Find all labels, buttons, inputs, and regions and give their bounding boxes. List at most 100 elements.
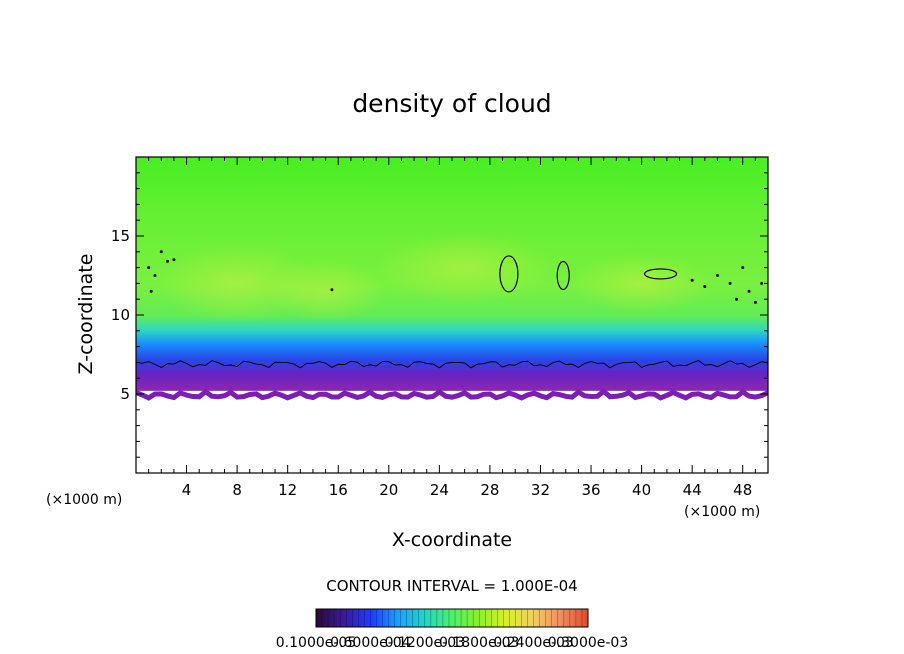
- colorbar-swatch: [346, 609, 350, 627]
- plot-area: [136, 157, 768, 473]
- colorbar-swatch: [500, 609, 504, 627]
- colorbar-swatch: [403, 609, 407, 627]
- colorbar-swatch: [334, 609, 338, 627]
- x-tick-label: 36: [581, 481, 600, 499]
- x-tick-label: 24: [430, 481, 449, 499]
- y-axis-title: Z-coordinate: [75, 254, 97, 375]
- y-tick-label: 5: [120, 385, 130, 403]
- x-unit-label: (×1000 m): [684, 504, 760, 520]
- colorbar-swatch: [530, 609, 534, 627]
- colorbar-swatch: [491, 609, 495, 627]
- contour-dot: [159, 250, 163, 254]
- colorbar-swatch: [524, 609, 528, 627]
- x-tick-label: 28: [480, 481, 499, 499]
- colorbar-swatch: [518, 609, 522, 627]
- x-tick-label: 12: [278, 481, 297, 499]
- colorbar-swatch: [494, 609, 498, 627]
- colorbar-swatch: [439, 609, 444, 627]
- colorbar-swatch: [352, 609, 356, 627]
- colorbar-swatch: [521, 609, 525, 627]
- colorbar-swatch: [560, 609, 565, 627]
- colorbar-swatch: [355, 609, 359, 627]
- colorbar-swatch: [497, 609, 501, 627]
- colorbar-swatch: [536, 609, 540, 627]
- colorbar-swatch: [418, 609, 423, 627]
- y-ticks: 5 10 15: [111, 172, 768, 458]
- colorbar-swatch: [415, 609, 420, 627]
- colorbar-swatch: [539, 609, 543, 627]
- x-axis-title: X-coordinate: [392, 529, 512, 551]
- colorbar-swatch: [364, 609, 368, 627]
- contour-dot: [703, 285, 707, 289]
- cloud-base-edge: [136, 388, 768, 401]
- colorbar-swatch: [370, 609, 374, 627]
- colorbar-swatch: [331, 609, 335, 627]
- contour-dot: [330, 288, 334, 292]
- colorbar-swatch: [322, 609, 326, 627]
- contour-dot: [747, 289, 751, 293]
- colorbar-swatch: [470, 609, 474, 627]
- cloud-highlights: [136, 232, 768, 401]
- colorbar-swatch: [367, 609, 371, 627]
- contour-dot: [728, 281, 732, 285]
- colorbar-swatch: [512, 609, 516, 627]
- colorbar-swatch: [316, 609, 320, 627]
- colorbar-swatch: [445, 609, 450, 627]
- colorbar-swatch: [572, 609, 577, 627]
- colorbar-swatch: [376, 609, 380, 627]
- colorbar-swatch: [379, 609, 383, 627]
- colorbar-swatch: [406, 609, 410, 627]
- colorbar-swatch: [455, 609, 459, 627]
- cloud-glow: [374, 232, 555, 303]
- colorbar-label: 0.3000e-03: [548, 635, 628, 651]
- x-tick-label: 8: [232, 481, 242, 499]
- colorbar-label: 0.2400e-03: [493, 635, 573, 651]
- colorbar-swatch: [476, 609, 480, 627]
- colorbar-swatch: [433, 609, 438, 627]
- colorbar-swatch: [385, 609, 389, 627]
- colorbar-swatch: [325, 609, 329, 627]
- contour-interval-label: CONTOUR INTERVAL = 1.000E-04: [326, 577, 577, 595]
- colorbar-swatch: [569, 609, 574, 627]
- x-tick-label: 32: [531, 481, 550, 499]
- colorbar-swatch: [473, 609, 477, 627]
- x-tick-label: 48: [733, 481, 752, 499]
- colorbar-swatch: [506, 609, 510, 627]
- colorbar-swatch: [566, 609, 571, 627]
- colorbar-swatch: [488, 609, 492, 627]
- colorbar-swatch: [548, 609, 553, 627]
- colorbar-swatch: [458, 609, 462, 627]
- contour-dot: [166, 259, 170, 263]
- y-unit-label: (×1000 m): [46, 492, 122, 508]
- contour-blob: [556, 260, 570, 291]
- x-tick-label: 40: [632, 481, 651, 499]
- colorbar-swatch: [328, 609, 332, 627]
- y-tick-label: 10: [111, 306, 130, 324]
- colorbar-swatch: [349, 609, 353, 627]
- colorbar-swatch: [358, 609, 362, 627]
- contour-dot: [753, 300, 757, 304]
- colorbar-swatch: [391, 609, 395, 627]
- colorbar-swatch: [361, 609, 365, 627]
- colorbar-swatch: [464, 609, 468, 627]
- contour-blob: [499, 255, 519, 293]
- colorbar-swatch: [436, 609, 441, 627]
- colorbar-swatch: [430, 609, 435, 627]
- colorbar-swatch: [394, 609, 398, 627]
- colorbar-label: 0.1200e-03: [385, 635, 465, 651]
- colorbar-swatch: [584, 609, 589, 627]
- colorbar-swatch: [427, 609, 432, 627]
- cloud-glow: [265, 261, 386, 322]
- colorbar-label: 0.6000e-04: [330, 635, 411, 651]
- colorbar-frame: [315, 608, 589, 628]
- colorbar-swatch: [515, 609, 519, 627]
- colorbar-swatch: [563, 609, 568, 627]
- contour-dot: [760, 281, 764, 285]
- contour-dot: [734, 297, 738, 301]
- colorbar-swatch: [452, 609, 456, 627]
- colorbar-swatch: [388, 609, 392, 627]
- colorbar-swatch: [382, 609, 386, 627]
- colorbar-swatch: [527, 609, 531, 627]
- colorbar-swatch: [448, 609, 453, 627]
- colorbar-swatch: [400, 609, 404, 627]
